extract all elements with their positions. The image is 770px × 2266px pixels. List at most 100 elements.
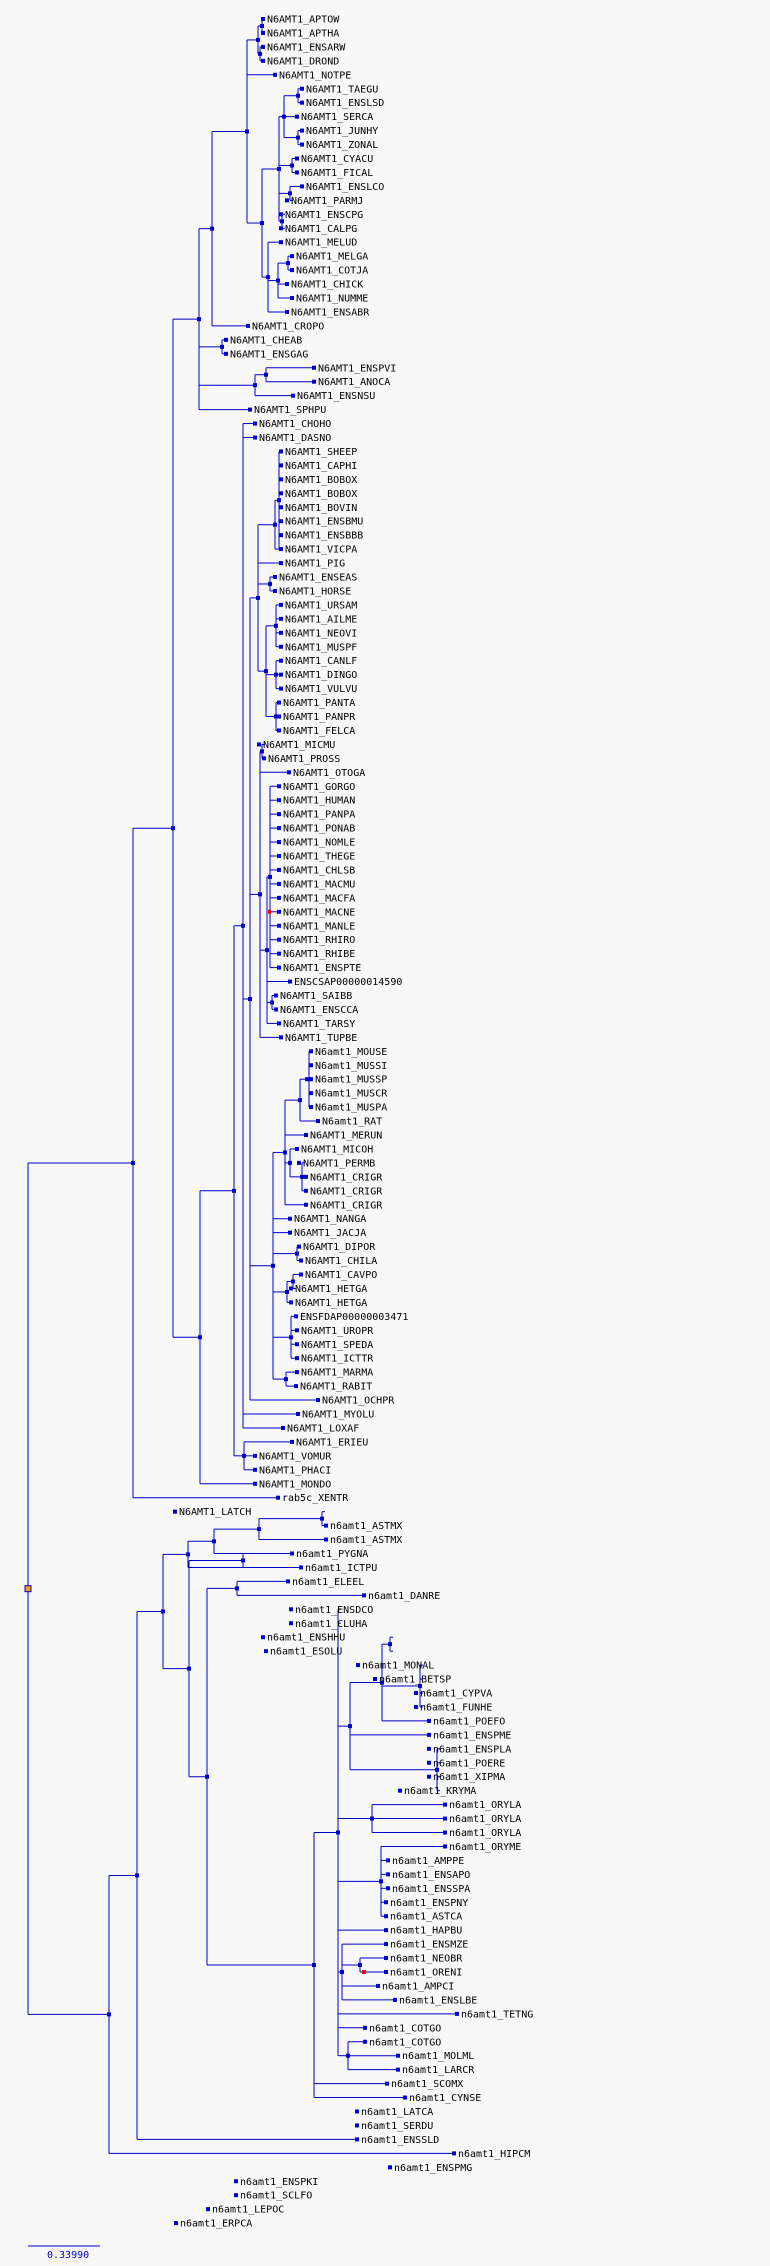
leaf-node xyxy=(248,407,252,412)
leaf-label: N6AMT1_APTHA xyxy=(267,28,339,39)
internal-node xyxy=(298,1098,302,1103)
leaf-node xyxy=(299,1565,303,1570)
leaf-node xyxy=(288,979,292,984)
leaf-node xyxy=(443,1816,447,1821)
internal-node xyxy=(291,1279,295,1284)
leaf-node xyxy=(277,909,281,914)
highlight-node xyxy=(362,1970,366,1974)
leaf-label: N6AMT1_NUMME xyxy=(296,294,368,305)
leaf-label: N6AMT1_RHIRO xyxy=(283,935,355,946)
internal-node xyxy=(288,191,292,196)
internal-node xyxy=(253,383,257,388)
leaf-label: N6AMT1_MACMU xyxy=(283,879,355,890)
leaf-node xyxy=(277,854,281,858)
internal-node xyxy=(435,1767,439,1772)
leaf-node xyxy=(386,1886,390,1891)
leaf-node xyxy=(262,756,266,761)
scale-label: 0.33990 xyxy=(47,2250,90,2261)
leaf-node xyxy=(290,1551,294,1556)
leaf-node xyxy=(281,1425,285,1430)
internal-node xyxy=(210,226,214,231)
leaf-node xyxy=(295,170,299,175)
leaf-node xyxy=(363,2039,367,2044)
leaf-node xyxy=(427,1760,431,1765)
leaf-label: N6AMT1_RHIBE xyxy=(283,949,355,960)
leaf-node xyxy=(279,1035,283,1040)
leaf-node xyxy=(295,1328,299,1333)
leaf-label: N6AMT1_TUPBE xyxy=(285,1033,357,1044)
leaf-node xyxy=(363,2025,367,2030)
leaf-label: N6AMT1_CRIGR xyxy=(310,1186,383,1197)
leaf-label: N6AMT1_FELCA xyxy=(283,726,355,737)
leaf-label: N6AMT1_URSAM xyxy=(285,600,357,611)
leaf-node xyxy=(300,86,304,91)
leaf-label: N6amt1_MUSSI xyxy=(315,1061,387,1072)
leaf-node xyxy=(279,658,283,663)
leaf-node xyxy=(261,17,265,21)
leaf-node xyxy=(312,379,316,384)
leaf-node xyxy=(253,421,257,426)
leaf-label: N6AMT1_MELUD xyxy=(285,238,357,249)
leaf-node xyxy=(427,1732,431,1737)
leaf-label: n6amt1_ELEEL xyxy=(292,1577,364,1588)
leaf-node xyxy=(288,1216,292,1221)
leaf-label: N6AMT1_NEOVI xyxy=(285,628,357,639)
leaf-label: N6AMT1_CHICK xyxy=(291,280,363,291)
leaf-label: N6AMT1_HETGA xyxy=(295,1298,367,1309)
leaf-node xyxy=(287,770,291,775)
leaf-node xyxy=(355,2137,359,2142)
leaf-node xyxy=(246,323,250,328)
leaf-label: n6amt1_COTGO xyxy=(369,2037,441,2048)
leaf-label: N6AMT1_NOMLE xyxy=(283,838,355,849)
leaf-node xyxy=(279,561,283,566)
leaf-node xyxy=(206,2207,210,2212)
leaf-label: n6amt1_ORYLA xyxy=(449,1814,521,1825)
leaf-node xyxy=(273,575,277,579)
internal-node xyxy=(241,923,245,928)
leaf-node xyxy=(384,1956,388,1961)
leaf-label: n6amt1_KRYMA xyxy=(404,1786,476,1797)
leaf-label: N6amt1_MUSPA xyxy=(315,1103,387,1114)
leaf-node xyxy=(253,1453,257,1458)
leaf-node xyxy=(443,1802,447,1807)
leaf-label: N6AMT1_LATCH xyxy=(179,1507,251,1518)
leaf-node xyxy=(277,700,281,705)
internal-node xyxy=(264,372,268,377)
leaf-node xyxy=(277,895,281,900)
leaf-node xyxy=(396,2053,400,2058)
leaf-label: N6AMT1_NANGA xyxy=(294,1214,366,1225)
internal-node xyxy=(280,219,284,224)
internal-node xyxy=(284,1377,288,1382)
leaf-label: N6AMT1_CYACU xyxy=(301,154,373,165)
internal-node xyxy=(205,1774,209,1779)
leaf-label: N6AMT1_ANOCA xyxy=(318,377,390,388)
leaf-node xyxy=(277,826,281,831)
leaf-node xyxy=(427,1746,431,1751)
leaf-node xyxy=(324,1523,328,1528)
leaf-node xyxy=(414,1691,418,1695)
leaf-node xyxy=(355,2109,359,2114)
leaf-label: n6amt1_ENSSPA xyxy=(392,1884,470,1895)
leaf-node xyxy=(277,812,281,817)
leaf-label: n6amt1_FUNHE xyxy=(420,1702,492,1713)
leaf-node xyxy=(309,1091,313,1096)
leaf-label: n6amt1_CLUHA xyxy=(295,1619,367,1630)
leaf-node xyxy=(173,1509,177,1514)
leaf-node xyxy=(277,784,281,789)
leaf-node xyxy=(286,1579,290,1584)
leaf-label: n6amt1_ESOLU xyxy=(270,1647,342,1658)
leaf-label: n6amt1_LATCA xyxy=(361,2107,433,2118)
leaf-label: N6AMT1_HUMAN xyxy=(283,796,355,807)
leaf-node xyxy=(297,1160,301,1165)
leaf-label: N6AMT1_VOMUR xyxy=(259,1451,332,1462)
leaf-label: N6AMT1_SAIBB xyxy=(280,991,352,1002)
internal-node xyxy=(260,221,264,226)
leaf-label: n6amt1_HIPCM xyxy=(458,2149,530,2160)
internal-node xyxy=(258,51,262,56)
leaf-label: N6AMT1_NOTPE xyxy=(279,70,351,81)
internal-node xyxy=(296,135,300,140)
internal-node xyxy=(346,2053,350,2058)
leaf-label: n6amt1_LARCR xyxy=(402,2065,475,2076)
leaf-node xyxy=(279,602,283,607)
